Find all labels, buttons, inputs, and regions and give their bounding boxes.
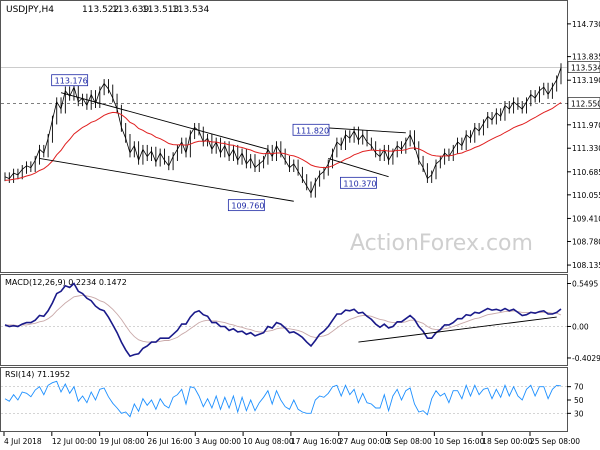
- price-tick-label: 108.135: [572, 261, 600, 270]
- macd-trend-line: [358, 316, 557, 343]
- macd-panel-frame: [0, 274, 568, 366]
- price-callout-label: 110.370: [343, 179, 376, 188]
- price-panel-grid: [1, 67, 567, 104]
- time-tick-label: 12 Jul 00:00: [52, 437, 97, 446]
- time-tick-label: 17 Aug 16:00: [291, 437, 342, 446]
- macd-tick-label: -0.4029: [572, 354, 600, 363]
- time-tick-label: 25 Sep 08:00: [530, 437, 580, 446]
- chart-header-low: 113.513: [142, 5, 179, 15]
- time-tick-label: 3 Aug 00:00: [195, 437, 241, 446]
- price-panel-series: [4, 63, 562, 198]
- price-tick-label: 113.835: [572, 53, 600, 62]
- time-tick-label: 10 Aug 08:00: [243, 437, 294, 446]
- rsi-tick-label: 70: [574, 383, 584, 392]
- level-line-box: [567, 97, 600, 109]
- current-price-box: [567, 61, 600, 73]
- macd-panel-series: [1, 282, 567, 358]
- price-callout-label: 111.820: [296, 126, 329, 135]
- rsi-tick-label: 50: [574, 396, 584, 405]
- time-tick-label: 3 Sep 08:00: [387, 437, 433, 446]
- time-axis: 4 Jul 2018 12 Jul 00:00 19 Jul 08:00 26 Jul…: [3, 432, 580, 446]
- rsi-label: RSI(14) 71.1952: [5, 370, 70, 379]
- price-tick-label: 111.970: [572, 121, 600, 130]
- macd-tick-label: 0.5495: [572, 280, 598, 289]
- current-price-label: 113.534: [571, 64, 600, 73]
- price-axis: 114.730 113.835 113.190 112.550 111.970 111.3…: [567, 20, 600, 270]
- rsi-panel-series: [1, 380, 567, 418]
- rsi-axis: 70 50 30: [567, 383, 584, 418]
- time-tick-label: 19 Jul 08:00: [100, 437, 145, 446]
- price-tick-label: 108.780: [572, 237, 600, 246]
- time-tick-label: 26 Jul 16:00: [147, 437, 192, 446]
- price-panel-annotations: 113.176 109.760 111.820 110.370: [39, 74, 406, 212]
- ema-line: [4, 102, 562, 181]
- chart-header-close: 113.534: [172, 5, 209, 15]
- chart-header-high: 113.639: [112, 5, 149, 15]
- price-tick-label: 109.410: [572, 214, 600, 223]
- price-tick-label: 114.730: [572, 20, 600, 29]
- level-line-label: 112.550: [571, 100, 600, 109]
- price-tick-label: 113.190: [572, 76, 600, 85]
- price-line: [4, 67, 562, 195]
- rsi-line: [4, 380, 562, 418]
- chart-header-open: 113.522: [82, 5, 119, 15]
- price-tick-label: 110.685: [572, 168, 600, 177]
- time-tick-label: 10 Sep 16:00: [434, 437, 484, 446]
- price-callout-box: [51, 74, 89, 87]
- trend-line-triangle-top: [319, 126, 406, 134]
- macd-tick-label: 0.00: [572, 322, 589, 331]
- price-tick-label: 111.330: [572, 144, 600, 153]
- price-callout-box: [292, 123, 330, 136]
- price-panel-frame: [0, 0, 568, 273]
- time-tick-label: 4 Jul 2018: [4, 437, 42, 446]
- trend-line-lower-channel: [39, 158, 294, 202]
- rsi-tick-label: 30: [574, 409, 584, 418]
- price-callout-label: 109.760: [231, 202, 264, 211]
- trend-line-upper-channel: [60, 92, 269, 150]
- macd-signal-line: [5, 294, 562, 343]
- macd-line: [4, 282, 562, 358]
- trend-line-triangle-bottom: [328, 158, 389, 178]
- watermark: ActionForex.com: [350, 231, 533, 256]
- price-callout-label: 113.176: [55, 77, 88, 86]
- price-callout-box: [340, 176, 377, 189]
- price-tick-label: 110.055: [572, 191, 600, 200]
- chart-header-symbol: USDJPY,H4: [6, 5, 54, 15]
- macd-label: MACD(12,26,9) 0.2234 0.1472: [5, 278, 127, 287]
- time-tick-label: 27 Aug 00:00: [339, 437, 390, 446]
- macd-axis: 0.5495 0.00 -0.4029: [567, 280, 600, 363]
- time-tick-label: 18 Sep 00:00: [482, 437, 532, 446]
- price-callout-box: [227, 199, 265, 212]
